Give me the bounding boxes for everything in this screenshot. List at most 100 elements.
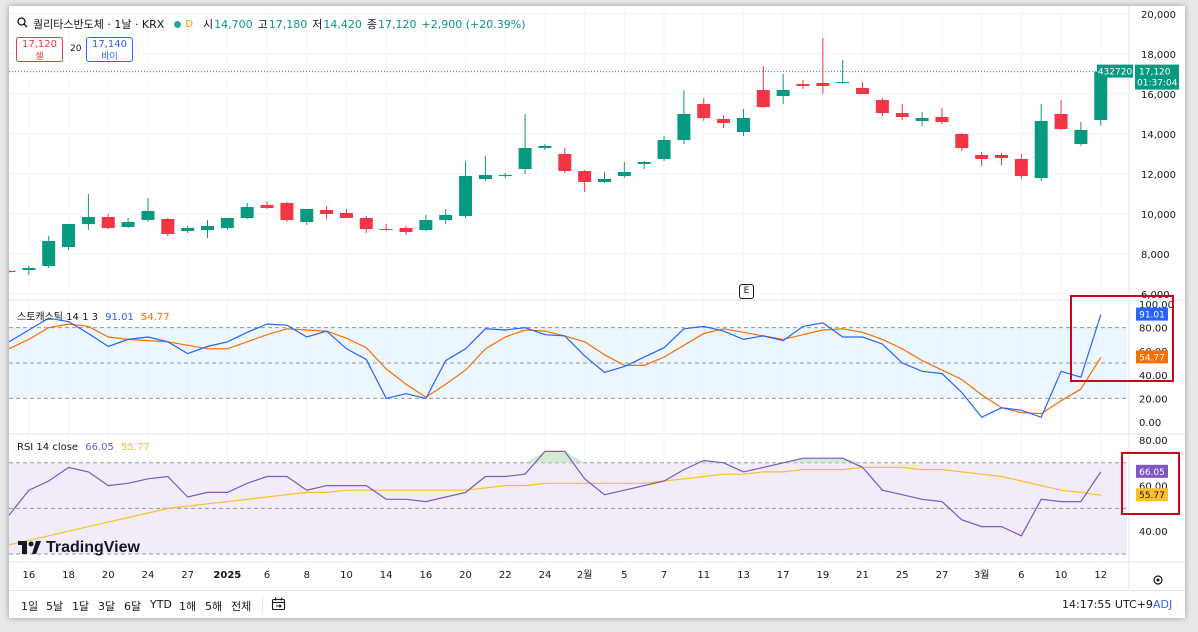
price-tick-label: 14,000 xyxy=(1141,130,1176,141)
rsi-line xyxy=(9,450,1102,537)
symbol-legend: 퀄리타스반도체 · 1날 · KRX D 시 14,700 고 17,180 저 14… xyxy=(17,16,531,32)
range-1d-button[interactable]: 1일 xyxy=(21,600,39,613)
stoch-d-axis-label-bg xyxy=(1136,350,1168,364)
candle-body xyxy=(935,117,949,122)
candle-body xyxy=(736,118,750,132)
candle-body xyxy=(339,213,353,218)
buy-button[interactable]: 17,140 바이 xyxy=(86,37,133,62)
stoch-k-line xyxy=(9,314,1102,419)
candle-body xyxy=(459,176,473,216)
candle-body xyxy=(1094,71,1108,120)
time-tick-label: 20 xyxy=(459,570,472,581)
bottom-toolbar: 1일 5날 1달 3달 6달 YTD 1해 5해 전체 14:17:55 UTC… xyxy=(9,590,1185,618)
range-5y-button[interactable]: 5해 xyxy=(205,600,223,613)
candle-body xyxy=(320,210,334,214)
rsi-title[interactable]: RSI 14 close xyxy=(17,442,79,453)
time-tick-label: 2월 xyxy=(577,569,593,581)
price-tick-label: 8,000 xyxy=(1141,250,1170,261)
symbol-title[interactable]: 퀄리타스반도체 · 1날 · KRX xyxy=(33,18,165,31)
time-tick-label: 27 xyxy=(181,570,194,581)
stoch-tick-label: 0.00 xyxy=(1139,418,1161,429)
candle-body xyxy=(836,82,850,83)
range-1y-button[interactable]: 1해 xyxy=(179,600,197,613)
range-6m-button[interactable]: 6달 xyxy=(124,600,142,613)
range-5d-button[interactable]: 5날 xyxy=(46,600,64,613)
chart-canvas[interactable]: 6,0008,00010,00012,00014,00016,00018,000… xyxy=(9,6,1185,590)
time-tick-label: 7 xyxy=(661,570,667,581)
rsi-highlight-box xyxy=(1121,452,1180,515)
stoch-k-axis-label-bg xyxy=(1136,307,1168,321)
volume-label-bg xyxy=(1097,64,1133,78)
time-tick-label: 24 xyxy=(539,570,552,581)
time-tick-label: 24 xyxy=(142,570,155,581)
close-value: 17,120 xyxy=(378,17,417,31)
candle-body xyxy=(637,162,651,164)
rsi-ma-value: 55.77 xyxy=(121,442,150,453)
stoch-d-axis-label: 54.77 xyxy=(1139,353,1165,363)
candle-body xyxy=(657,140,671,159)
clock-time[interactable]: 14:17:55 UTC+9 xyxy=(1062,598,1153,611)
open-value: 14,700 xyxy=(214,17,253,31)
candle-body xyxy=(62,224,76,247)
candle-body xyxy=(697,104,711,118)
time-tick-label: 16 xyxy=(419,570,432,581)
time-tick-label: 13 xyxy=(737,570,750,581)
change-value: +2,900 (+20.39%) xyxy=(421,17,526,31)
candle-body xyxy=(379,229,393,230)
rsi-overbought-fill xyxy=(822,458,843,463)
rsi-ma-line xyxy=(9,466,1101,546)
delay-badge: D xyxy=(185,18,194,30)
candle-body xyxy=(121,222,135,227)
candle-body xyxy=(478,175,492,179)
gear-icon[interactable] xyxy=(1152,571,1164,590)
range-all-button[interactable]: 전체 xyxy=(231,600,252,613)
time-tick-label: 5 xyxy=(621,570,627,581)
candle-body xyxy=(419,220,433,230)
time-tick-label: 8 xyxy=(304,570,310,581)
range-3m-button[interactable]: 3달 xyxy=(98,600,116,613)
candle-body xyxy=(439,215,453,220)
stoch-d-line xyxy=(9,323,1102,415)
buy-label: 바이 xyxy=(101,52,118,62)
stoch-legend: 스토캐스틱 14 1 3 91.01 54.77 xyxy=(17,308,170,323)
candle-body xyxy=(240,207,254,218)
time-tick-label: 17 xyxy=(777,570,790,581)
candle-body xyxy=(1034,121,1048,178)
time-tick-label: 2025 xyxy=(213,570,241,581)
calendar-goto-icon[interactable] xyxy=(271,597,286,615)
candle-body xyxy=(598,179,611,182)
time-tick-label: 25 xyxy=(896,570,909,581)
toolbar-divider xyxy=(262,597,263,613)
candle-body xyxy=(22,268,36,270)
candle-body xyxy=(578,171,592,182)
stoch-d-value: 54.77 xyxy=(141,312,170,323)
time-tick-label: 6 xyxy=(264,570,270,581)
sell-button[interactable]: 17,120 셀 xyxy=(16,37,63,62)
range-1m-button[interactable]: 1달 xyxy=(72,600,90,613)
candle-body xyxy=(677,114,691,140)
countdown-label: 01:37:04 xyxy=(1137,79,1178,89)
search-icon[interactable] xyxy=(17,17,28,31)
high-label: 고 xyxy=(257,18,268,31)
range-ytd-button[interactable]: YTD xyxy=(150,598,172,611)
chart-window: 6,000 8,000 10,000 12,000 14,000 16,000 18,000… xyxy=(9,6,1185,618)
open-label: 시 xyxy=(203,18,214,31)
rsi-overbought-fill xyxy=(525,451,545,463)
stoch-title[interactable]: 스토캐스틱 14 1 3 xyxy=(17,312,98,323)
tradingview-logo[interactable]: TradingView xyxy=(18,539,140,557)
candle-body xyxy=(875,100,889,113)
quantity-value[interactable]: 20 xyxy=(70,44,82,54)
rsi-ma-axis-label-bg xyxy=(1136,488,1168,502)
candle-body xyxy=(538,146,552,148)
candle-body xyxy=(717,119,731,123)
rsi-axis-label: 66.05 xyxy=(1139,468,1165,478)
earnings-marker[interactable]: E xyxy=(739,284,754,299)
candle-body xyxy=(955,134,969,148)
adj-toggle[interactable]: ADJ xyxy=(1153,598,1173,611)
time-tick-label: 22 xyxy=(499,570,512,581)
candle-body xyxy=(280,203,294,220)
high-value: 17,180 xyxy=(268,17,308,31)
candle-body xyxy=(42,241,56,266)
candle-body xyxy=(300,209,314,222)
rsi-legend: RSI 14 close 66.05 55.77 xyxy=(17,442,150,453)
